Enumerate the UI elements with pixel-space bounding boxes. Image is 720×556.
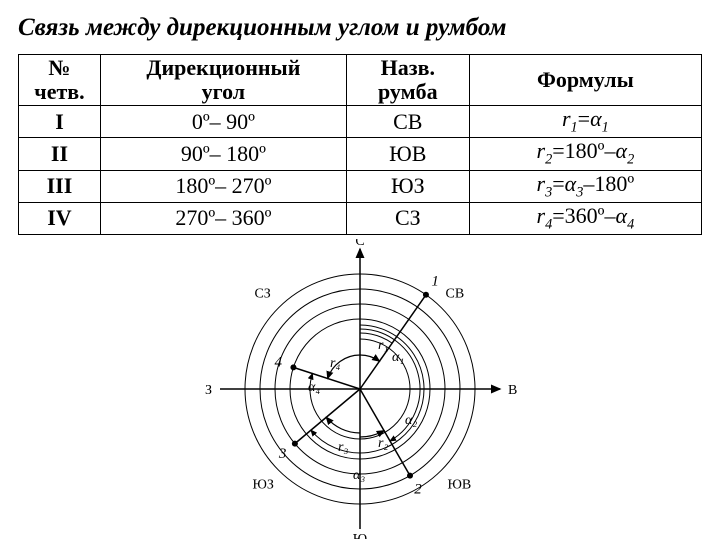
svg-text:r₁: r₁ xyxy=(378,338,388,353)
svg-text:3: 3 xyxy=(278,446,287,462)
svg-text:З: З xyxy=(205,383,212,398)
svg-text:В: В xyxy=(508,383,517,398)
table-row: I0º– 90ºСВr1=α1 xyxy=(19,106,702,138)
svg-text:СВ: СВ xyxy=(446,286,465,301)
svg-text:ЮЗ: ЮЗ xyxy=(252,477,273,492)
svg-text:α₄: α₄ xyxy=(308,380,320,395)
compass-diagram: СЮВЗСВСЗЮВЮЗ1234r₁r₂r₃r₄α₁α₂α₃α₄ xyxy=(200,239,520,539)
svg-text:ЮВ: ЮВ xyxy=(448,477,472,492)
conversion-table: №четв. Дирекционныйугол Назв.румба Форму… xyxy=(18,54,702,235)
svg-text:Ю: Ю xyxy=(353,532,367,539)
compass-diagram-wrap: СЮВЗСВСЗЮВЮЗ1234r₁r₂r₃r₄α₁α₂α₃α₄ xyxy=(18,239,702,544)
svg-text:С: С xyxy=(355,239,364,249)
table-row: III180º– 270ºЮЗr3=α3–180º xyxy=(19,170,702,202)
svg-text:2: 2 xyxy=(414,481,422,497)
head-dir-angle: Дирекционныйугол xyxy=(100,55,346,106)
head-quarter: №четв. xyxy=(19,55,101,106)
svg-text:СЗ: СЗ xyxy=(254,286,270,301)
svg-text:r₃: r₃ xyxy=(338,440,348,455)
svg-text:α₃: α₃ xyxy=(353,468,365,483)
svg-text:α₂: α₂ xyxy=(405,413,417,428)
svg-text:r₂: r₂ xyxy=(378,436,388,451)
page-title: Связь между дирекционным углом и румбом xyxy=(18,14,702,42)
head-rumb-name: Назв.румба xyxy=(346,55,469,106)
svg-text:4: 4 xyxy=(274,354,282,370)
table-row: IV270º– 360ºСЗr4=360º–α4 xyxy=(19,202,702,234)
svg-text:α₁: α₁ xyxy=(392,350,404,365)
svg-text:1: 1 xyxy=(431,274,439,290)
svg-text:r₄: r₄ xyxy=(330,356,340,371)
head-formula: Формулы xyxy=(469,55,701,106)
table-row: II90º– 180ºЮВr2=180º–α2 xyxy=(19,138,702,170)
